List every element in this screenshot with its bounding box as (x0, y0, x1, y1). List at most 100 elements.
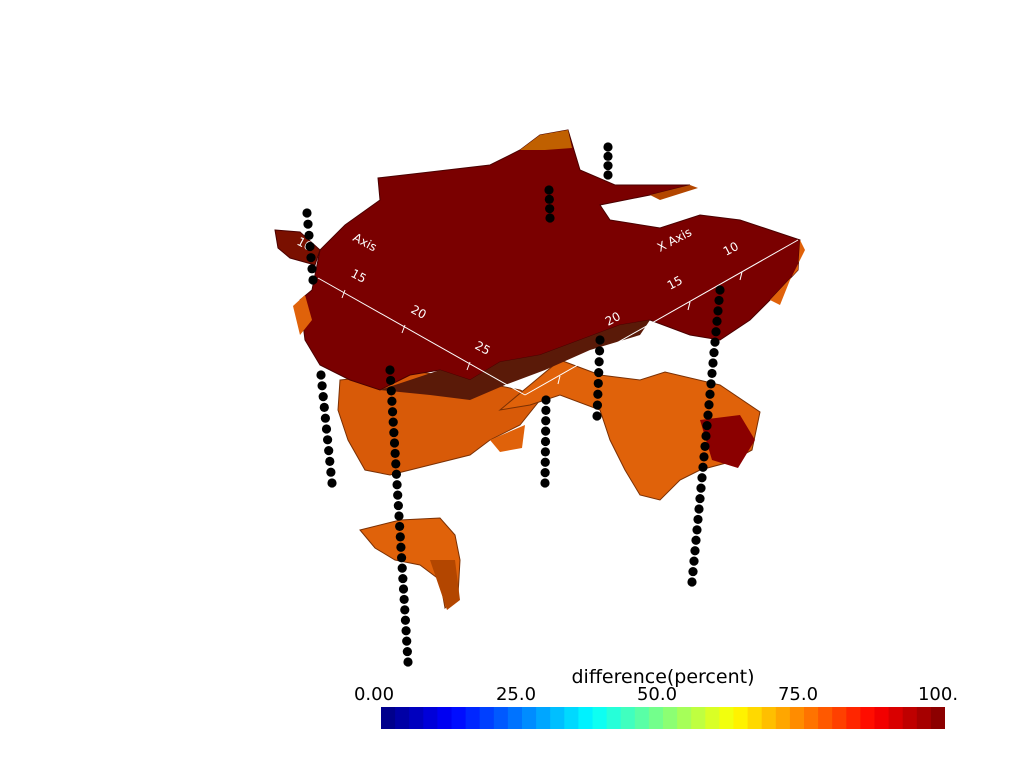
well-marker (699, 452, 709, 462)
colorbar-tick-label: 50.0 (636, 684, 678, 705)
well-marker (698, 462, 708, 472)
well-marker (603, 170, 613, 180)
well-marker (593, 389, 603, 399)
well-marker (711, 327, 721, 337)
well-marker (396, 553, 407, 563)
well-marker (302, 208, 312, 218)
well-marker (603, 151, 613, 161)
well-marker (703, 410, 713, 420)
well-marker (324, 446, 334, 456)
well-marker (391, 469, 402, 479)
well-marker (704, 400, 714, 410)
x-axis-line (524, 239, 799, 396)
well-marker (545, 213, 555, 223)
well-marker (321, 424, 332, 434)
well-marker (594, 346, 605, 356)
colorbar-tick-label: 100. (917, 684, 959, 705)
well-marker (593, 378, 603, 389)
x-tick-label: 10 (721, 239, 741, 259)
well-marker (696, 483, 706, 493)
well-marker (400, 615, 411, 625)
well-marker (319, 402, 329, 412)
well-marker (694, 504, 704, 514)
well-marker (689, 556, 699, 566)
y-axis-line (317, 277, 526, 396)
well-marker (544, 185, 554, 195)
well-marker (707, 368, 717, 379)
colorbar-title: difference(percent) (571, 666, 755, 688)
well-marker (701, 431, 711, 441)
well-marker (697, 473, 707, 483)
well-marker (687, 577, 697, 587)
well-marker (544, 194, 554, 204)
well-marker (540, 436, 551, 447)
well-marker (390, 448, 400, 459)
colorbar (381, 707, 945, 729)
y-tick-label: 25 (473, 338, 493, 358)
well-marker (603, 142, 613, 152)
well-marker (715, 285, 725, 295)
well-marker (541, 416, 551, 426)
well-marker (395, 532, 405, 542)
well-marker (385, 365, 395, 375)
well-marker (710, 337, 720, 347)
well-marker (693, 514, 703, 525)
well-marker (713, 306, 723, 316)
well-marker (702, 420, 712, 431)
well-marker (398, 573, 408, 584)
well-marker (391, 459, 401, 469)
colorbar-tick-label: 75.0 (777, 684, 819, 705)
well-marker (392, 480, 402, 490)
well-marker (393, 500, 403, 511)
well-marker (387, 407, 398, 417)
well-marker (403, 657, 413, 667)
x-tick-label: 20 (603, 309, 623, 329)
well-marker (706, 379, 716, 389)
well-marker (541, 426, 551, 436)
well-marker (316, 370, 326, 380)
well-marker (708, 358, 718, 368)
upper-surface (274, 129, 805, 400)
well-marker (592, 411, 602, 421)
well-marker (386, 386, 396, 396)
y-tick-label: 15 (349, 266, 369, 286)
well-marker (541, 395, 551, 405)
y-tick-label: 20 (409, 302, 429, 322)
x-tick-label: 15 (665, 273, 685, 293)
well-marker (603, 161, 613, 171)
well-marker (317, 381, 327, 391)
well-marker (388, 417, 398, 427)
well-marker (592, 400, 603, 410)
well-marker (714, 295, 724, 306)
well-marker (400, 605, 410, 615)
well-marker (306, 253, 316, 263)
well-marker (393, 490, 403, 500)
well-marker (389, 427, 399, 438)
well-marker (327, 478, 337, 488)
well-marker (401, 626, 411, 636)
well-marker (395, 521, 405, 532)
well-marker (700, 441, 710, 452)
well-marker (540, 478, 550, 488)
colorbar-tick-label: 25.0 (495, 684, 537, 705)
well-marker (691, 535, 701, 545)
well-marker (688, 566, 698, 577)
well-marker (545, 204, 555, 214)
well-marker (397, 563, 407, 573)
well-marker (389, 438, 400, 448)
well-marker (305, 241, 315, 252)
well-marker (396, 542, 406, 552)
well-marker (541, 405, 551, 415)
well-marker (402, 636, 412, 646)
well-marker (705, 389, 715, 399)
well-marker (303, 219, 313, 229)
well-marker (307, 264, 317, 274)
well-marker (402, 646, 412, 657)
well-marker (695, 493, 705, 504)
well-marker (386, 375, 396, 386)
well-marker (394, 511, 404, 521)
well-marker (387, 396, 397, 406)
well-marker (320, 413, 330, 423)
